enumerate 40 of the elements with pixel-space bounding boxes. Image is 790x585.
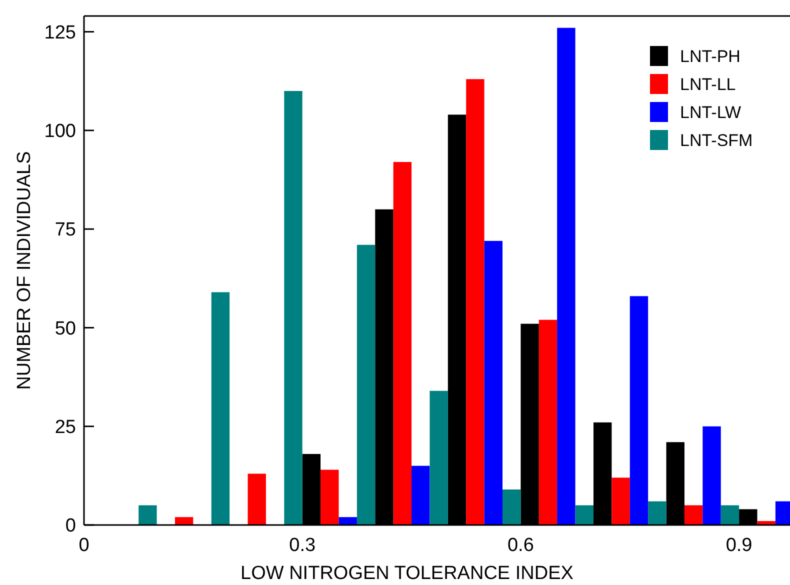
bar (502, 489, 521, 525)
y-tick-label: 50 (54, 318, 76, 340)
bar (466, 79, 484, 525)
bar (174, 517, 194, 525)
legend-label: LNT-LL (680, 74, 736, 94)
y-axis-title: NUMBER OF INDIVIDUALS (14, 151, 35, 390)
bar (393, 162, 412, 525)
x-tick-label: 0.6 (507, 535, 534, 556)
bar (702, 426, 721, 525)
bar (338, 517, 357, 525)
bar (648, 501, 666, 525)
bar (284, 90, 302, 525)
x-tick-label: 0 (78, 535, 90, 556)
bar (412, 466, 430, 525)
bar (538, 320, 558, 525)
bar (138, 505, 157, 525)
y-tick-label: 0 (65, 516, 76, 537)
y-tick-label: 100 (44, 121, 76, 142)
bar (248, 474, 266, 525)
bar (557, 28, 576, 525)
bar (757, 521, 776, 525)
bar (630, 296, 648, 525)
y-tick-label: 75 (54, 220, 76, 241)
legend-label: LNT-LW (680, 102, 742, 122)
legend-label: LNT-PH (680, 46, 740, 66)
bar (484, 240, 503, 525)
y-tick-label: 125 (44, 22, 76, 44)
bar (575, 505, 594, 525)
bar (684, 505, 703, 525)
bar (211, 292, 230, 525)
bar (720, 505, 740, 525)
x-tick-label: 0.9 (726, 535, 752, 556)
bar (356, 244, 376, 525)
bar (612, 478, 630, 525)
x-tick-label: 0.3 (289, 535, 316, 556)
bar (430, 390, 448, 525)
legend-label: LNT-SFM (680, 130, 753, 150)
y-tick-label: 25 (54, 417, 76, 438)
x-axis-title: LOW NITROGEN TOLERANCE INDEX (240, 563, 574, 584)
bar (320, 470, 339, 525)
